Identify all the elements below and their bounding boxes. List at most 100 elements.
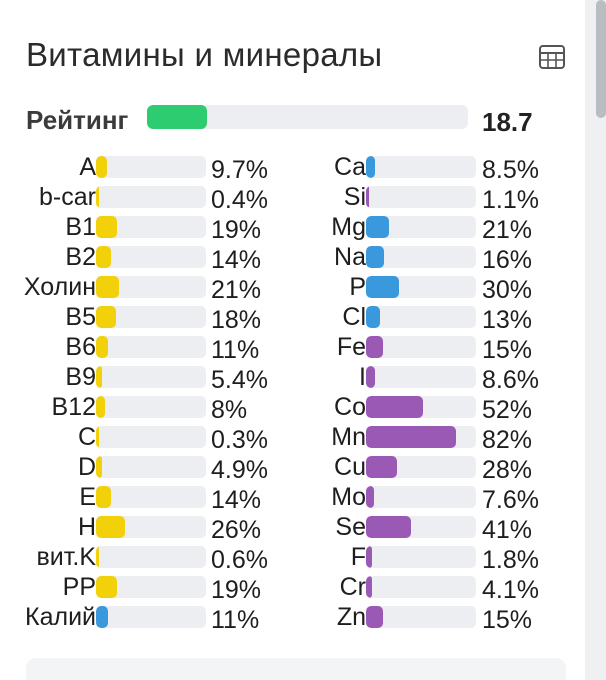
nutrient-label: Si: [343, 183, 366, 211]
nutrient-label: Mn: [331, 423, 366, 451]
nutrient-row: B12 8%: [0, 392, 585, 424]
nutrient-row: Cu 28%: [0, 452, 585, 484]
nutrient-bar-track: [96, 156, 206, 178]
nutrient-bar-track: [366, 456, 476, 478]
nutrient-row: E 14%: [0, 482, 585, 514]
nutrient-row: вит.K 0.6%: [0, 542, 585, 574]
nutrient-label: b-car: [39, 183, 96, 211]
nutrient-row: PP 19%: [0, 572, 585, 604]
nutrient-bar-track: [96, 366, 206, 388]
table-grid-icon[interactable]: [538, 44, 566, 70]
nutrient-value: 18%: [211, 306, 262, 334]
nutrient-bar-fill: [366, 186, 369, 208]
nutrient-bar-fill: [366, 156, 376, 178]
nutrient-list: A 9.7% b-car 0.4% B1 19% B2 14% Холин 21% B5 18% B6 1…: [0, 150, 585, 632]
nutrient-bar-fill: [96, 186, 99, 208]
nutrient-value: 14%: [211, 246, 262, 274]
nutrient-value: 19%: [211, 216, 262, 244]
nutrient-label: Mg: [331, 213, 366, 241]
nutrient-label: вит.K: [36, 543, 96, 571]
nutrient-bar-track: [96, 186, 206, 208]
nutrient-bar-fill: [96, 426, 99, 448]
nutrient-row: Холин 21%: [0, 272, 585, 304]
nutrient-value: 19%: [211, 576, 262, 604]
nutrient-label: Ca: [334, 153, 366, 181]
nutrient-value: 8.5%: [482, 156, 539, 184]
nutrient-bar-track: [366, 246, 476, 268]
nutrient-bar-fill: [366, 576, 372, 598]
nutrient-row: Mo 7.6%: [0, 482, 585, 514]
next-section-panel: [26, 658, 566, 680]
nutrient-value: 11%: [211, 606, 260, 632]
nutrient-bar-track: [96, 576, 206, 598]
nutrient-label: B9: [65, 363, 96, 391]
nutrient-label: Калий: [25, 603, 96, 631]
nutrient-bar-track: [366, 306, 476, 328]
nutrient-row: B5 18%: [0, 302, 585, 334]
nutrient-label: H: [77, 513, 96, 541]
nutrient-bar-fill: [96, 156, 107, 178]
nutrient-bar-fill: [366, 426, 457, 448]
nutrient-bar-track: [96, 606, 206, 628]
nutrient-value: 15%: [482, 336, 533, 364]
nutrient-row: B2 14%: [0, 242, 585, 274]
nutrient-value: 11%: [211, 336, 260, 364]
nutrient-value: 0.4%: [211, 186, 268, 214]
nutrient-row: Mg 21%: [0, 212, 585, 244]
nutrient-label: Cu: [334, 453, 366, 481]
nutrient-bar-track: [96, 306, 206, 328]
scrollbar-thumb[interactable]: [596, 0, 606, 118]
rating-bar-fill: [147, 105, 208, 129]
nutrient-bar-fill: [96, 516, 125, 538]
nutrient-value: 0.3%: [211, 426, 268, 454]
nutrient-bar-fill: [96, 396, 105, 418]
nutrient-label: E: [79, 483, 96, 511]
nutrient-label: C: [77, 423, 96, 451]
nutrient-bar-fill: [96, 336, 109, 358]
rating-bar-track: [147, 105, 468, 129]
nutrient-bar-track: [96, 456, 206, 478]
nutrient-row: F 1.8%: [0, 542, 585, 574]
nutrient-value: 0.6%: [211, 546, 268, 574]
nutrient-bar-track: [96, 216, 206, 238]
nutrient-row: I 8.6%: [0, 362, 585, 394]
nutrient-row: H 26%: [0, 512, 585, 544]
nutrient-bar-fill: [96, 606, 109, 628]
nutrient-label: B2: [65, 243, 96, 271]
nutrient-bar-fill: [96, 306, 116, 328]
nutrient-bar-track: [96, 426, 206, 448]
nutrient-bar-track: [366, 486, 476, 508]
nutrient-value: 8.6%: [482, 366, 539, 394]
nutrient-row: Si 1.1%: [0, 182, 585, 214]
nutrient-bar-track: [96, 276, 206, 298]
nutrient-row: B6 11%: [0, 332, 585, 364]
nutrient-bar-fill: [366, 306, 381, 328]
nutrient-row: Cr 4.1%: [0, 572, 585, 604]
nutrient-bar-fill: [96, 546, 99, 568]
nutrient-row: D 4.9%: [0, 452, 585, 484]
nutrient-label: Se: [335, 513, 366, 541]
nutrient-label: Холин: [23, 273, 96, 301]
nutrient-value: 16%: [482, 246, 533, 274]
card-title: Витамины и минералы: [26, 36, 383, 73]
nutrient-value: 41%: [482, 516, 533, 544]
nutrient-label: D: [77, 453, 96, 481]
nutrient-value: 9.7%: [211, 156, 268, 184]
nutrient-row: Mn 82%: [0, 422, 585, 454]
nutrient-bar-track: [366, 186, 476, 208]
nutrient-value: 1.8%: [482, 546, 539, 574]
nutrient-label: Cr: [339, 573, 366, 601]
nutrient-bar-track: [366, 276, 476, 298]
nutrient-bar-fill: [366, 276, 399, 298]
nutrient-row: Калий 11%: [0, 602, 585, 632]
nutrient-value: 26%: [211, 516, 262, 544]
nutrient-row: B9 5.4%: [0, 362, 585, 394]
nutrient-value: 15%: [482, 606, 533, 632]
nutrient-label: I: [359, 363, 366, 391]
nutrient-bar-fill: [366, 336, 383, 358]
nutrient-row: Co 52%: [0, 392, 585, 424]
nutrient-bar-track: [96, 246, 206, 268]
nutrient-label: B5: [65, 303, 96, 331]
nutrient-bar-fill: [366, 216, 390, 238]
nutrient-label: B1: [65, 213, 96, 241]
